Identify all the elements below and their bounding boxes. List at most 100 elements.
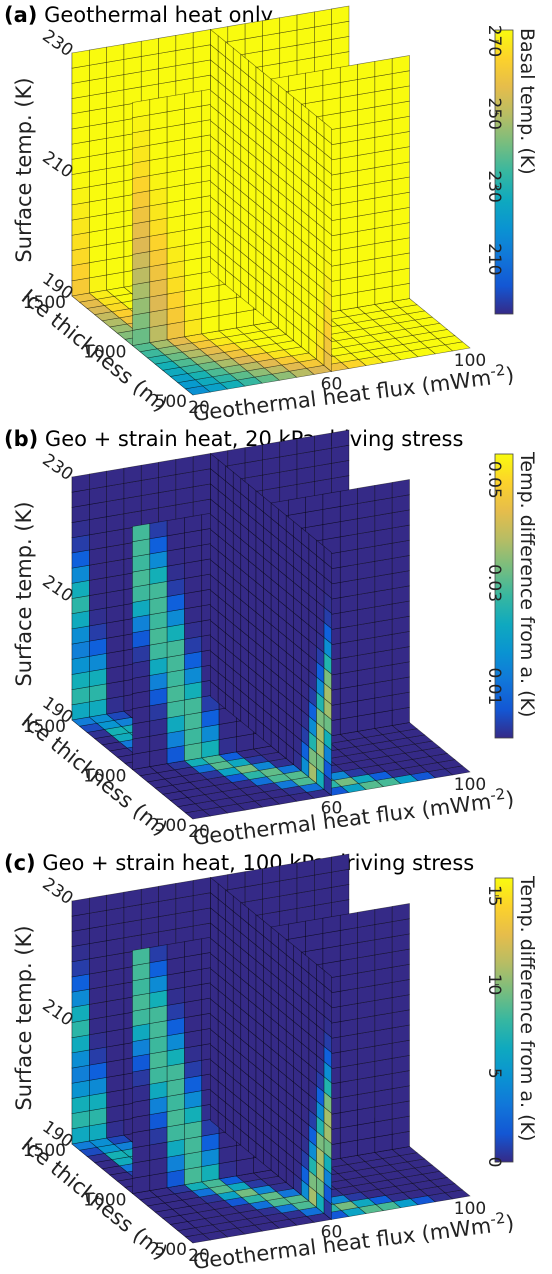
x-axis-label-end: ) — [504, 787, 515, 812]
slice-y-cell — [331, 853, 350, 873]
slice-y-cell — [314, 432, 332, 452]
y-tick-label: 1500 — [23, 717, 66, 737]
x-tick-label: 100 — [454, 1199, 486, 1219]
slice-ymid-cell — [166, 517, 185, 537]
colorbar-label: Temp. difference from a. (K) — [516, 875, 538, 1141]
slice-ymid-cell — [322, 66, 341, 86]
slice-xmid-cell — [210, 28, 219, 52]
z-axis-label: Surface temp. (K) — [12, 77, 36, 262]
slice-ymid-cell — [357, 909, 376, 928]
y-tick-label: 500 — [155, 392, 187, 412]
slice-ymid-cell — [288, 920, 306, 940]
slice-y-cell — [244, 20, 263, 40]
slice-y-cell — [123, 888, 142, 908]
slice-ymid-cell — [391, 903, 410, 922]
colorbar-tick-label: 0 — [484, 1157, 504, 1168]
slice-y-cell — [140, 885, 159, 905]
z-axis-label: Surface temp. (K) — [12, 501, 36, 686]
colorbar-tick-label: 270 — [484, 25, 504, 57]
slice-ymid-cell — [184, 90, 203, 110]
colorbar-tick-label: 0.01 — [484, 667, 504, 705]
x-tick-label: 100 — [454, 351, 486, 371]
slice-y-cell — [89, 470, 107, 490]
panel-label: (a) — [4, 3, 38, 27]
slice-y-cell — [262, 865, 281, 885]
slice-y-cell — [123, 40, 142, 60]
slice-ymid-cell — [305, 493, 324, 513]
slice-surfaces — [71, 429, 471, 820]
z-tick-label: 230 — [39, 874, 77, 909]
slice-y-cell — [279, 438, 298, 458]
slice-y-cell — [296, 11, 315, 31]
slice-y-cell — [89, 894, 107, 914]
slice-surfaces — [71, 5, 471, 396]
panel-b: (b) Geo + strain heat, 20 kPa driving st… — [0, 424, 552, 850]
colorbar — [494, 29, 514, 315]
slice-y-cell — [262, 441, 281, 461]
y-tick-label: 1500 — [23, 293, 66, 313]
slice-y-cell — [106, 467, 125, 487]
slice-ymid-cell — [339, 63, 358, 83]
panel-label: (c) — [4, 851, 36, 875]
slice-ymid-cell — [166, 93, 185, 113]
colorbar-tick-label: 230 — [484, 170, 504, 202]
colorbar-tick-label: 5 — [484, 1068, 504, 1079]
x-tick-label: 100 — [454, 775, 486, 795]
slice-y-cell — [279, 14, 298, 34]
x-tick-label: 20 — [188, 822, 210, 842]
slice-ymid-cell — [305, 917, 324, 937]
x-tick-label: 60 — [321, 799, 343, 819]
x-axis-label-end: ) — [504, 1211, 515, 1236]
slice-y-cell — [175, 456, 194, 475]
slice-y-cell — [175, 32, 194, 51]
slice-y-cell — [123, 464, 142, 484]
slice-y-cell — [192, 453, 211, 472]
slice-y-cell — [244, 868, 263, 888]
slice-ymid-cell — [132, 523, 151, 543]
panel-title-text: Geothermal heat only — [44, 3, 274, 27]
y-tick-label: 1000 — [83, 767, 126, 787]
slice-y-cell — [71, 473, 90, 493]
colorbar-tick-label: 0.03 — [484, 564, 504, 602]
x-axis-label-exponent: -2 — [489, 1209, 506, 1229]
z-tick-label: 230 — [39, 450, 77, 485]
x-tick-label: 60 — [321, 375, 343, 395]
slice-ymid-cell — [391, 55, 410, 74]
colorbar-tick-label: 250 — [484, 98, 504, 130]
slice-ymid-cell — [184, 514, 203, 534]
slice-y-cell — [331, 5, 350, 25]
slice-ymid-cell — [288, 496, 306, 516]
colorbar — [494, 877, 514, 1163]
slice-xmid-cell — [210, 452, 219, 476]
z-tick-label: 210 — [39, 148, 77, 183]
slice-y-cell — [296, 859, 315, 879]
slice-y-cell — [140, 37, 159, 57]
slice-y-cell — [140, 461, 159, 481]
slice-y-cell — [314, 8, 332, 28]
slice-y-cell — [106, 891, 125, 911]
slice-y-cell — [192, 877, 211, 896]
y-tick-label: 500 — [155, 1240, 187, 1260]
y-tick-label: 500 — [155, 816, 187, 836]
slice-ymid-cell — [391, 479, 410, 498]
y-tick-label: 1000 — [83, 1191, 126, 1211]
slice-y-cell — [279, 862, 298, 882]
colorbar-tick-label: 210 — [484, 243, 504, 275]
slice-ymid-cell — [322, 914, 341, 934]
slice-y-cell — [227, 447, 246, 467]
slice-y-cell — [244, 444, 263, 464]
slice-ymid-cell — [357, 485, 376, 504]
colorbar-label: Temp. difference from a. (K) — [516, 451, 538, 717]
colorbar-label: Basal temp. (K) — [516, 28, 538, 175]
slice-y-cell — [158, 883, 177, 902]
slice-y-cell — [227, 871, 246, 891]
slice-y-cell — [71, 49, 90, 69]
slice-ymid-cell — [132, 99, 151, 119]
panel-c: (c) Geo + strain heat, 100 kPa driving s… — [0, 848, 552, 1274]
slice-ymid-cell — [357, 61, 376, 80]
slice-y-cell — [71, 897, 90, 917]
slice-ymid-cell — [149, 96, 168, 116]
x-tick-label: 60 — [321, 1223, 343, 1243]
slice-ymid-cell — [374, 58, 393, 77]
x-tick-label: 20 — [188, 398, 210, 418]
